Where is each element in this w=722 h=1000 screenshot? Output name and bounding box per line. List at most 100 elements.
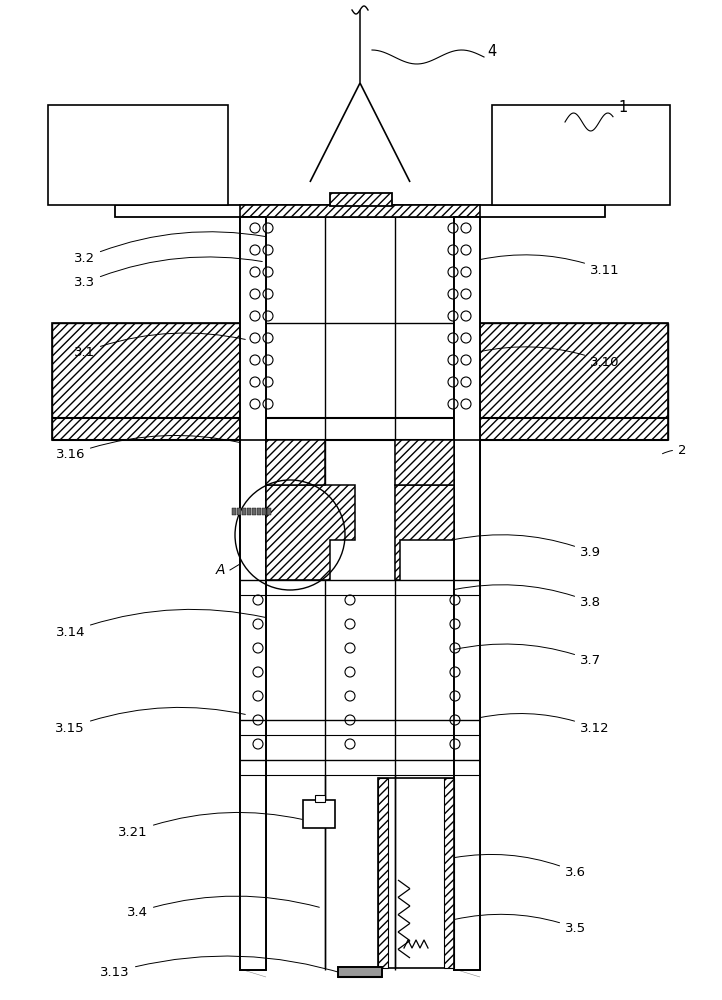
Text: 3.15: 3.15 [56, 707, 245, 734]
Circle shape [461, 333, 471, 343]
Polygon shape [266, 485, 355, 580]
Bar [378, 778, 454, 968]
Bar [444, 778, 454, 968]
Circle shape [448, 311, 458, 321]
Circle shape [253, 667, 263, 677]
Polygon shape [395, 440, 454, 485]
Circle shape [448, 289, 458, 299]
Text: 3.3: 3.3 [74, 257, 262, 290]
Circle shape [450, 595, 460, 605]
Bar [338, 967, 382, 977]
Circle shape [250, 289, 260, 299]
Circle shape [450, 691, 460, 701]
Circle shape [461, 223, 471, 233]
Bar [240, 217, 266, 970]
Circle shape [450, 643, 460, 653]
Text: 3.13: 3.13 [100, 956, 345, 978]
Circle shape [250, 267, 260, 277]
Circle shape [448, 333, 458, 343]
Text: 3.14: 3.14 [56, 609, 265, 639]
Bar [378, 778, 388, 968]
Text: 3.8: 3.8 [455, 585, 601, 608]
Text: 3.21: 3.21 [118, 812, 303, 838]
Text: 3.4: 3.4 [127, 896, 319, 918]
Circle shape [253, 739, 263, 749]
Circle shape [450, 715, 460, 725]
Circle shape [263, 223, 273, 233]
Text: 2: 2 [663, 444, 687, 456]
Circle shape [448, 355, 458, 365]
Text: 3.11: 3.11 [481, 255, 619, 276]
Text: 4: 4 [487, 44, 496, 60]
Circle shape [461, 289, 471, 299]
Circle shape [263, 355, 273, 365]
Circle shape [448, 245, 458, 255]
Bar [303, 800, 335, 828]
Circle shape [461, 245, 471, 255]
Circle shape [263, 333, 273, 343]
Bar [115, 205, 605, 217]
Circle shape [345, 667, 355, 677]
Circle shape [250, 333, 260, 343]
Circle shape [250, 245, 260, 255]
Text: 3.9: 3.9 [455, 535, 601, 558]
Text: 3.10: 3.10 [481, 347, 619, 368]
Bar [247, 508, 251, 515]
Circle shape [345, 691, 355, 701]
Circle shape [250, 311, 260, 321]
Bar [330, 193, 392, 206]
Bar [252, 508, 256, 515]
Bar [240, 205, 480, 217]
Circle shape [461, 355, 471, 365]
Bar [232, 508, 236, 515]
Circle shape [345, 715, 355, 725]
Bar [257, 508, 261, 515]
Circle shape [448, 377, 458, 387]
Text: 3.2: 3.2 [74, 232, 265, 264]
Circle shape [253, 619, 263, 629]
Bar [454, 217, 480, 970]
Polygon shape [395, 485, 454, 580]
Bar [240, 217, 266, 970]
Text: 3.12: 3.12 [481, 714, 609, 734]
Circle shape [253, 715, 263, 725]
Bar [237, 508, 241, 515]
Circle shape [263, 399, 273, 409]
Text: 3.6: 3.6 [455, 854, 586, 879]
Circle shape [253, 595, 263, 605]
Circle shape [461, 267, 471, 277]
Circle shape [253, 643, 263, 653]
Text: 3.1: 3.1 [74, 333, 245, 359]
Circle shape [461, 311, 471, 321]
Text: 3.16: 3.16 [56, 435, 239, 462]
Circle shape [263, 289, 273, 299]
Circle shape [263, 377, 273, 387]
Circle shape [448, 399, 458, 409]
Circle shape [448, 223, 458, 233]
Circle shape [253, 691, 263, 701]
Circle shape [250, 355, 260, 365]
Text: 3.7: 3.7 [455, 644, 601, 666]
Bar [48, 105, 228, 205]
Text: 1: 1 [618, 101, 627, 115]
Circle shape [461, 377, 471, 387]
Bar [454, 217, 480, 970]
Bar [240, 217, 266, 970]
Bar [52, 323, 242, 440]
Circle shape [450, 667, 460, 677]
Circle shape [345, 619, 355, 629]
Circle shape [450, 739, 460, 749]
Circle shape [448, 267, 458, 277]
Bar [315, 795, 325, 802]
Circle shape [250, 399, 260, 409]
Bar [454, 217, 480, 970]
Circle shape [263, 311, 273, 321]
Bar [242, 508, 246, 515]
Polygon shape [266, 440, 325, 485]
Circle shape [263, 245, 273, 255]
Bar [478, 323, 668, 440]
Circle shape [345, 643, 355, 653]
Circle shape [250, 377, 260, 387]
Circle shape [345, 595, 355, 605]
Bar [267, 508, 271, 515]
